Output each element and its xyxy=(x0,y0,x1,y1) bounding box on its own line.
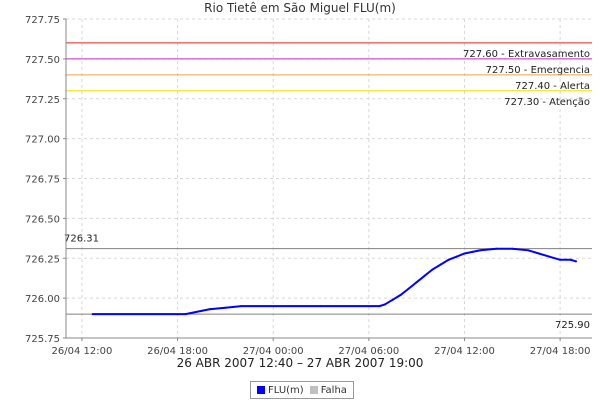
x-tick-label: 27/04 00:00 xyxy=(243,346,304,357)
data-point xyxy=(208,308,211,311)
data-point xyxy=(224,306,227,309)
data-point xyxy=(537,252,540,255)
y-tick-label: 726.25 xyxy=(25,254,60,265)
y-tick-label: 727.50 xyxy=(25,55,60,66)
data-point xyxy=(431,268,434,271)
data-point xyxy=(415,281,418,284)
data-point xyxy=(479,249,482,252)
legend-label: Falha xyxy=(320,384,347,396)
x-tick-label: 26/04 18:00 xyxy=(147,346,208,357)
reference-label: 725.90 xyxy=(555,320,590,331)
data-point xyxy=(463,252,466,255)
reference-label: 727.40 - Alerta xyxy=(515,81,590,92)
x-tick-label: 27/04 06:00 xyxy=(338,346,399,357)
data-point xyxy=(511,247,514,250)
data-point xyxy=(378,305,381,308)
y-tick-label: 727.75 xyxy=(25,15,60,26)
y-tick-label: 726.50 xyxy=(25,214,60,225)
data-point xyxy=(184,313,187,316)
y-tick-label: 727.25 xyxy=(25,95,60,106)
x-axis-label: 26 ABR 2007 12:40 – 27 ABR 2007 19:00 xyxy=(176,356,424,370)
data-point xyxy=(240,305,243,308)
axes: 725.75 726.00 726.25 726.50 726.75 727.00 727.… xyxy=(25,15,592,357)
data-point xyxy=(391,298,394,301)
series-line xyxy=(92,247,577,316)
legend-item: FLU(m) xyxy=(257,385,304,396)
data-point xyxy=(495,247,498,250)
data-point xyxy=(447,258,450,261)
legend-label: FLU(m) xyxy=(268,384,304,396)
data-point xyxy=(200,309,203,312)
y-tick-label: 726.00 xyxy=(25,294,60,305)
data-point xyxy=(320,305,322,308)
reference-label: 727.50 - Emergencia xyxy=(486,65,590,76)
data-point xyxy=(569,258,572,261)
data-point xyxy=(527,249,530,252)
gridlines xyxy=(66,18,592,339)
data-point xyxy=(407,287,410,290)
y-tick-label: 725.75 xyxy=(25,334,60,345)
x-tick-label: 27/04 18:00 xyxy=(530,346,591,357)
data-point xyxy=(455,255,458,258)
x-tick-label: 26/04 12:00 xyxy=(52,346,113,357)
data-point xyxy=(575,260,578,263)
data-point xyxy=(399,293,402,296)
y-tick-label: 727.00 xyxy=(25,135,60,146)
reference-lines: 727.60 - Extravasamento 727.50 - Emergenc… xyxy=(64,42,592,331)
series-layer xyxy=(91,247,578,316)
legend-swatch xyxy=(257,386,265,394)
reference-label: 726.31 xyxy=(64,234,99,245)
y-tick-label: 726.75 xyxy=(25,175,60,186)
data-point xyxy=(423,274,426,277)
data-point xyxy=(559,258,562,261)
legend-swatch xyxy=(309,386,318,394)
data-point xyxy=(439,263,442,266)
legend-item: Falha xyxy=(309,384,347,396)
reference-label: 727.60 - Extravasamento xyxy=(463,49,590,60)
x-tick-label: 27/04 12:00 xyxy=(434,346,495,357)
legend: FLU(m) Falha xyxy=(250,381,354,399)
data-point xyxy=(383,303,386,306)
data-point xyxy=(548,255,551,258)
reference-label: 727.30 - Atenção xyxy=(504,97,590,108)
data-point xyxy=(192,311,195,314)
data-point xyxy=(91,313,94,316)
chart-title: Rio Tietê em São Miguel FLU(m) xyxy=(204,1,396,15)
data-point xyxy=(471,250,474,253)
